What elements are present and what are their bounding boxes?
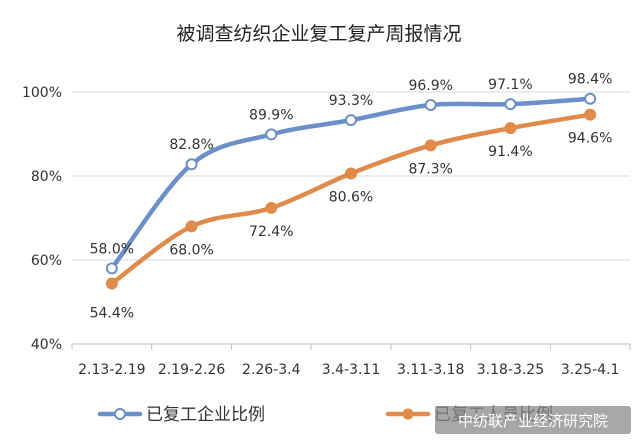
legend-marker [402, 408, 414, 420]
y-tick-label: 40% [31, 337, 62, 353]
data-label: 97.1% [488, 77, 532, 93]
data-point [185, 158, 198, 171]
data-point [504, 98, 517, 111]
data-point [424, 139, 437, 152]
watermark: 中纺联产业经济研究院 [435, 406, 631, 434]
x-tick-label: 2.26-3.4 [242, 362, 301, 378]
watermark-text: 中纺联产业经济研究院 [458, 412, 608, 430]
x-axis-ticks: 2.13-2.19 2.19-2.26 2.26-3.4 3.4-3.11 3.11-3… [71, 344, 631, 378]
watermark-background [435, 406, 631, 434]
data-point [345, 114, 357, 127]
x-tick-label: 3.4-3.11 [322, 362, 381, 378]
data-point [265, 128, 278, 141]
data-label: 68.0% [169, 242, 213, 258]
data-label: 93.3% [329, 93, 373, 109]
data-labels-group: 58.0% 82.8% 89.9% 93.3% 96.9% 97.1% 98.4% 54.4%… [90, 72, 613, 322]
series-group [105, 92, 597, 290]
data-point [185, 220, 198, 233]
x-tick-label: 2.13-2.19 [78, 362, 145, 378]
data-label: 82.8% [169, 137, 213, 153]
x-tick-label: 3.25-4.1 [561, 362, 620, 378]
data-label: 96.9% [408, 78, 452, 94]
data-label: 89.9% [249, 107, 293, 123]
data-label: 91.4% [488, 144, 532, 160]
x-tick-label: 3.18-3.25 [477, 362, 544, 378]
data-point [584, 108, 597, 121]
data-point [105, 262, 118, 275]
data-label: 94.6% [568, 131, 612, 147]
legend-marker [114, 408, 126, 420]
data-label: 87.3% [408, 161, 452, 177]
data-label: 54.4% [90, 306, 134, 322]
data-point [265, 201, 278, 214]
data-point [424, 99, 437, 112]
data-point [345, 167, 357, 180]
data-point [584, 92, 597, 105]
y-axis-ticks: 40% 60% 80% 100% [22, 85, 62, 353]
gridlines [72, 91, 630, 345]
x-tick-label: 3.11-3.18 [397, 362, 464, 378]
y-tick-label: 100% [22, 85, 62, 101]
data-label: 58.0% [90, 241, 134, 257]
data-point [105, 277, 118, 290]
x-tick-label: 2.19-2.26 [158, 362, 225, 378]
data-label: 72.4% [249, 224, 293, 240]
legend-label: 已复工企业比例 [146, 405, 265, 425]
data-label: 98.4% [568, 72, 612, 88]
y-tick-label: 60% [31, 253, 62, 269]
chart-title: 被调查纺织企业复工复产周报情况 [176, 23, 461, 45]
data-label: 80.6% [329, 189, 373, 205]
data-point [504, 122, 517, 135]
y-tick-label: 80% [31, 169, 62, 185]
